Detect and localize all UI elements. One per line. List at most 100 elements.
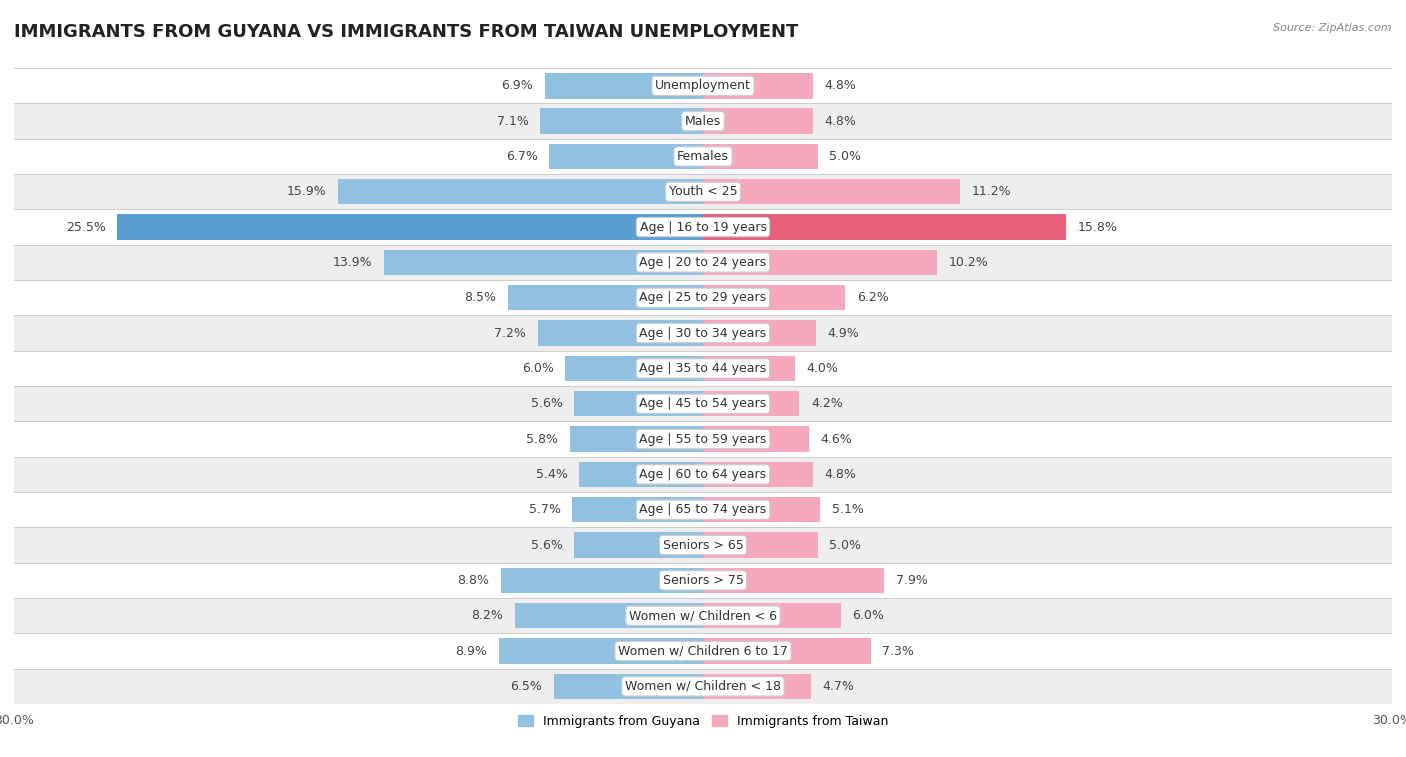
Text: Age | 30 to 34 years: Age | 30 to 34 years (640, 326, 766, 340)
Text: 13.9%: 13.9% (333, 256, 373, 269)
Text: 5.6%: 5.6% (531, 397, 562, 410)
Text: Women w/ Children < 18: Women w/ Children < 18 (626, 680, 780, 693)
Bar (540, 108, 703, 134)
Bar (14, 316, 1392, 350)
Text: 5.0%: 5.0% (830, 150, 862, 163)
Text: 6.9%: 6.9% (502, 79, 533, 92)
Text: 8.9%: 8.9% (456, 644, 486, 658)
Text: 4.9%: 4.9% (827, 326, 859, 340)
Bar (501, 568, 703, 593)
Bar (14, 104, 1392, 139)
Text: Source: ZipAtlas.com: Source: ZipAtlas.com (1274, 23, 1392, 33)
Text: 8.5%: 8.5% (464, 291, 496, 304)
Bar (384, 250, 703, 275)
Bar (703, 108, 813, 134)
Bar (703, 250, 938, 275)
Bar (14, 492, 1392, 528)
Bar (14, 245, 1392, 280)
Text: 5.7%: 5.7% (529, 503, 561, 516)
Text: 4.8%: 4.8% (825, 79, 856, 92)
Bar (14, 174, 1392, 210)
Text: 7.3%: 7.3% (882, 644, 914, 658)
Bar (579, 462, 703, 487)
Bar (537, 320, 703, 346)
Text: 4.8%: 4.8% (825, 468, 856, 481)
Bar (554, 674, 703, 699)
Bar (703, 356, 794, 381)
Text: 7.9%: 7.9% (896, 574, 928, 587)
Text: Age | 45 to 54 years: Age | 45 to 54 years (640, 397, 766, 410)
Legend: Immigrants from Guyana, Immigrants from Taiwan: Immigrants from Guyana, Immigrants from … (513, 710, 893, 733)
Text: 4.0%: 4.0% (807, 362, 838, 375)
Bar (703, 497, 820, 522)
Bar (703, 214, 1066, 240)
Text: 4.2%: 4.2% (811, 397, 842, 410)
Bar (703, 462, 813, 487)
Text: 7.2%: 7.2% (495, 326, 526, 340)
Text: 4.8%: 4.8% (825, 114, 856, 128)
Bar (14, 562, 1392, 598)
Bar (703, 73, 813, 98)
Text: 5.6%: 5.6% (531, 538, 562, 552)
Text: Age | 65 to 74 years: Age | 65 to 74 years (640, 503, 766, 516)
Bar (14, 456, 1392, 492)
Bar (575, 391, 703, 416)
Text: Age | 25 to 29 years: Age | 25 to 29 years (640, 291, 766, 304)
Bar (703, 638, 870, 664)
Bar (703, 674, 811, 699)
Text: 10.2%: 10.2% (949, 256, 988, 269)
Bar (703, 568, 884, 593)
Bar (703, 426, 808, 452)
Text: Age | 55 to 59 years: Age | 55 to 59 years (640, 432, 766, 446)
Text: Unemployment: Unemployment (655, 79, 751, 92)
Bar (703, 179, 960, 204)
Text: Age | 35 to 44 years: Age | 35 to 44 years (640, 362, 766, 375)
Text: Youth < 25: Youth < 25 (669, 185, 737, 198)
Bar (14, 422, 1392, 456)
Text: Seniors > 65: Seniors > 65 (662, 538, 744, 552)
Bar (565, 356, 703, 381)
Bar (508, 285, 703, 310)
Text: Seniors > 75: Seniors > 75 (662, 574, 744, 587)
Text: 11.2%: 11.2% (972, 185, 1011, 198)
Bar (703, 144, 818, 169)
Text: IMMIGRANTS FROM GUYANA VS IMMIGRANTS FROM TAIWAN UNEMPLOYMENT: IMMIGRANTS FROM GUYANA VS IMMIGRANTS FRO… (14, 23, 799, 41)
Bar (499, 638, 703, 664)
Text: 5.4%: 5.4% (536, 468, 568, 481)
Bar (14, 280, 1392, 316)
Bar (544, 73, 703, 98)
Text: Age | 16 to 19 years: Age | 16 to 19 years (640, 220, 766, 234)
Bar (14, 68, 1392, 104)
Bar (572, 497, 703, 522)
Bar (569, 426, 703, 452)
Bar (14, 210, 1392, 245)
Bar (337, 179, 703, 204)
Bar (14, 386, 1392, 422)
Text: Females: Females (678, 150, 728, 163)
Bar (14, 634, 1392, 668)
Text: Males: Males (685, 114, 721, 128)
Text: 7.1%: 7.1% (496, 114, 529, 128)
Bar (14, 528, 1392, 562)
Text: 8.8%: 8.8% (457, 574, 489, 587)
Bar (515, 603, 703, 628)
Bar (575, 532, 703, 558)
Text: 15.9%: 15.9% (287, 185, 326, 198)
Bar (703, 603, 841, 628)
Bar (14, 668, 1392, 704)
Text: 4.7%: 4.7% (823, 680, 855, 693)
Bar (117, 214, 703, 240)
Text: 6.0%: 6.0% (522, 362, 554, 375)
Text: Age | 20 to 24 years: Age | 20 to 24 years (640, 256, 766, 269)
Bar (703, 391, 800, 416)
Bar (703, 285, 845, 310)
Bar (14, 350, 1392, 386)
Text: Women w/ Children 6 to 17: Women w/ Children 6 to 17 (619, 644, 787, 658)
Text: 6.0%: 6.0% (852, 609, 884, 622)
Text: 25.5%: 25.5% (66, 220, 105, 234)
Text: 5.8%: 5.8% (526, 432, 558, 446)
Bar (703, 320, 815, 346)
Text: 6.2%: 6.2% (856, 291, 889, 304)
Bar (703, 532, 818, 558)
Text: 5.1%: 5.1% (831, 503, 863, 516)
